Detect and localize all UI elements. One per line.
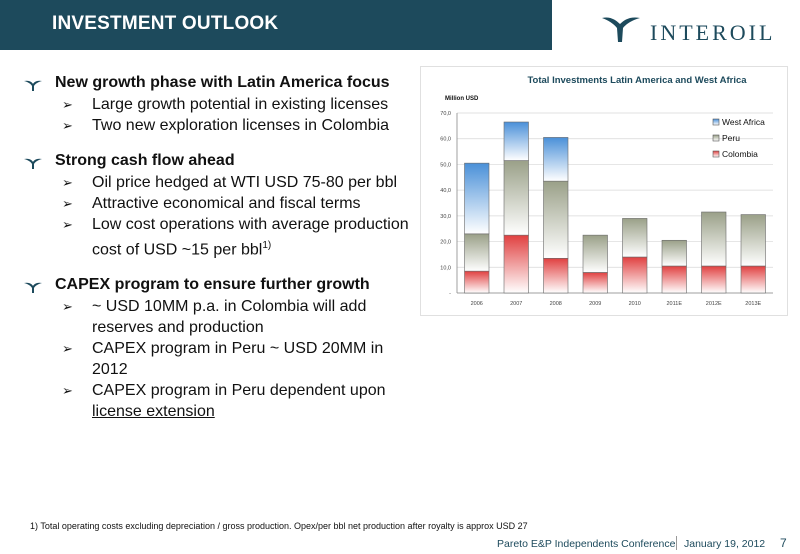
chart-title: Total Investments Latin America and West…	[527, 75, 747, 86]
bar-segment-west-africa	[503, 121, 529, 161]
header-band: INVESTMENT OUTLOOK	[0, 0, 552, 50]
x-tick-label: 2013E	[745, 301, 761, 307]
bullet-text: Low cost operations with average product…	[92, 216, 409, 259]
bullet-item: ➢ Two new exploration licenses in Colombi…	[20, 115, 420, 136]
whale-tail-icon	[602, 17, 640, 42]
section-1: Strong cash flow ahead ➢ Oil price hedged …	[20, 150, 420, 260]
bullet-text: Large growth potential in existing licen…	[92, 96, 389, 113]
page-title: INVESTMENT OUTLOOK	[52, 13, 279, 34]
arrow-bullet-icon: ➢	[62, 299, 73, 315]
whale-tail-bullet-icon	[24, 154, 42, 169]
bar-segment-peru	[622, 218, 648, 258]
bar-segment-peru	[503, 160, 529, 236]
section-heading-text: Strong cash flow ahead	[55, 152, 235, 169]
legend-swatch	[712, 150, 720, 158]
bullet-item: ➢ Low cost operations with average produc…	[20, 214, 420, 260]
section-heading: CAPEX program to ensure further growth	[20, 274, 420, 296]
underlined-text: license extension	[92, 403, 215, 421]
section-heading: New growth phase with Latin America focu…	[20, 72, 420, 94]
bar-segment-colombia	[622, 256, 648, 294]
logo-text: INTEROIL	[650, 20, 776, 45]
x-tick-label: 2007	[510, 301, 522, 307]
arrow-bullet-icon: ➢	[62, 341, 73, 357]
y-tick-label: 40,0	[440, 188, 451, 194]
page-number: 7	[780, 536, 787, 550]
legend-swatch	[712, 118, 720, 126]
section-0: New growth phase with Latin America focu…	[20, 72, 420, 136]
bullet-text: CAPEX program in Peru dependent upon	[92, 382, 386, 400]
bullet-item: ➢ ~ USD 10MM p.a. in Colombia will add re…	[20, 296, 420, 338]
bullet-text: CAPEX program in Peru ~ USD 20MM in 2012	[92, 340, 384, 379]
footer-date: January 19, 2012	[684, 538, 766, 550]
x-tick-label: 2009	[589, 301, 601, 307]
section-heading-text: CAPEX program to ensure further growth	[55, 276, 370, 294]
footnote: 1) Total operating costs excluding depre…	[30, 521, 528, 531]
bar-segment-colombia	[582, 272, 608, 294]
legend-label: Colombia	[722, 149, 758, 159]
whale-tail-bullet-icon	[24, 76, 42, 91]
arrow-bullet-icon: ➢	[62, 217, 73, 232]
bullet-item: ➢ Large growth potential in existing lice…	[20, 94, 420, 115]
bullet-item: ➢ Attractive economical and fiscal terms	[20, 193, 420, 214]
x-tick-label: 2012E	[706, 301, 722, 307]
bar-segment-colombia	[661, 265, 687, 294]
bullet-item: ➢ Oil price hedged at WTI USD 75-80 per b…	[20, 172, 420, 193]
bullet-text: Attractive economical and fiscal terms	[92, 195, 361, 212]
bullet-item: ➢ CAPEX program in Peru dependent upon li…	[20, 380, 420, 422]
whale-tail-bullet-icon	[24, 278, 42, 294]
bar-segment-peru	[661, 239, 687, 267]
section-2: CAPEX program to ensure further growth ➢ ~…	[20, 274, 420, 422]
bar-segment-peru	[543, 180, 569, 259]
y-tick-label: -	[449, 291, 451, 297]
arrow-bullet-icon: ➢	[62, 196, 73, 211]
bullet-text: ~ USD 10MM p.a. in Colombia will add res…	[92, 298, 367, 337]
y-tick-label: 70,0	[440, 111, 451, 117]
investment-chart: Total Investments Latin America and West…	[420, 66, 788, 316]
footer-divider	[676, 536, 677, 550]
arrow-bullet-icon: ➢	[62, 175, 73, 190]
bar-segment-peru	[582, 234, 608, 273]
arrow-bullet-icon: ➢	[62, 118, 73, 133]
x-tick-label: 2010	[629, 301, 641, 307]
arrow-bullet-icon: ➢	[62, 383, 73, 399]
x-tick-label: 2006	[471, 301, 483, 307]
bar-segment-colombia	[503, 234, 529, 294]
y-axis-label: Million USD	[445, 96, 479, 102]
y-tick-label: 20,0	[440, 240, 451, 246]
bar-segment-colombia	[701, 265, 727, 294]
section-heading-text: New growth phase with Latin America focu…	[55, 74, 390, 91]
y-tick-label: 30,0	[440, 214, 451, 220]
bullet-list: New growth phase with Latin America focu…	[20, 72, 420, 436]
bar-segment-peru	[740, 214, 766, 267]
footer-conference: Pareto E&P Independents Conference	[497, 538, 676, 550]
bullet-text: Oil price hedged at WTI USD 75-80 per bb…	[92, 174, 398, 191]
bullet-item: ➢ CAPEX program in Peru ~ USD 20MM in 201…	[20, 338, 420, 380]
bar-segment-colombia	[740, 265, 766, 294]
x-tick-label: 2008	[550, 301, 562, 307]
section-heading: Strong cash flow ahead	[20, 150, 420, 172]
x-tick-label: 2011E	[667, 301, 683, 307]
bar-segment-peru	[701, 211, 727, 267]
legend-swatch	[712, 134, 720, 142]
legend-label: Peru	[722, 133, 740, 143]
arrow-bullet-icon: ➢	[62, 97, 73, 112]
company-logo: INTEROIL	[600, 12, 790, 46]
bar-segment-peru	[464, 233, 490, 272]
bar-segment-colombia	[464, 270, 490, 294]
bar-segment-colombia	[543, 257, 569, 294]
bar-segment-west-africa	[464, 162, 490, 235]
y-tick-label: 50,0	[440, 162, 451, 168]
bullet-text: Two new exploration licenses in Colombia	[92, 117, 390, 134]
legend-label: West Africa	[722, 117, 765, 127]
bar-segment-west-africa	[543, 137, 569, 182]
y-tick-label: 60,0	[440, 137, 451, 143]
footnote-marker: 1)	[262, 240, 272, 251]
y-tick-label: 10,0	[440, 265, 451, 271]
